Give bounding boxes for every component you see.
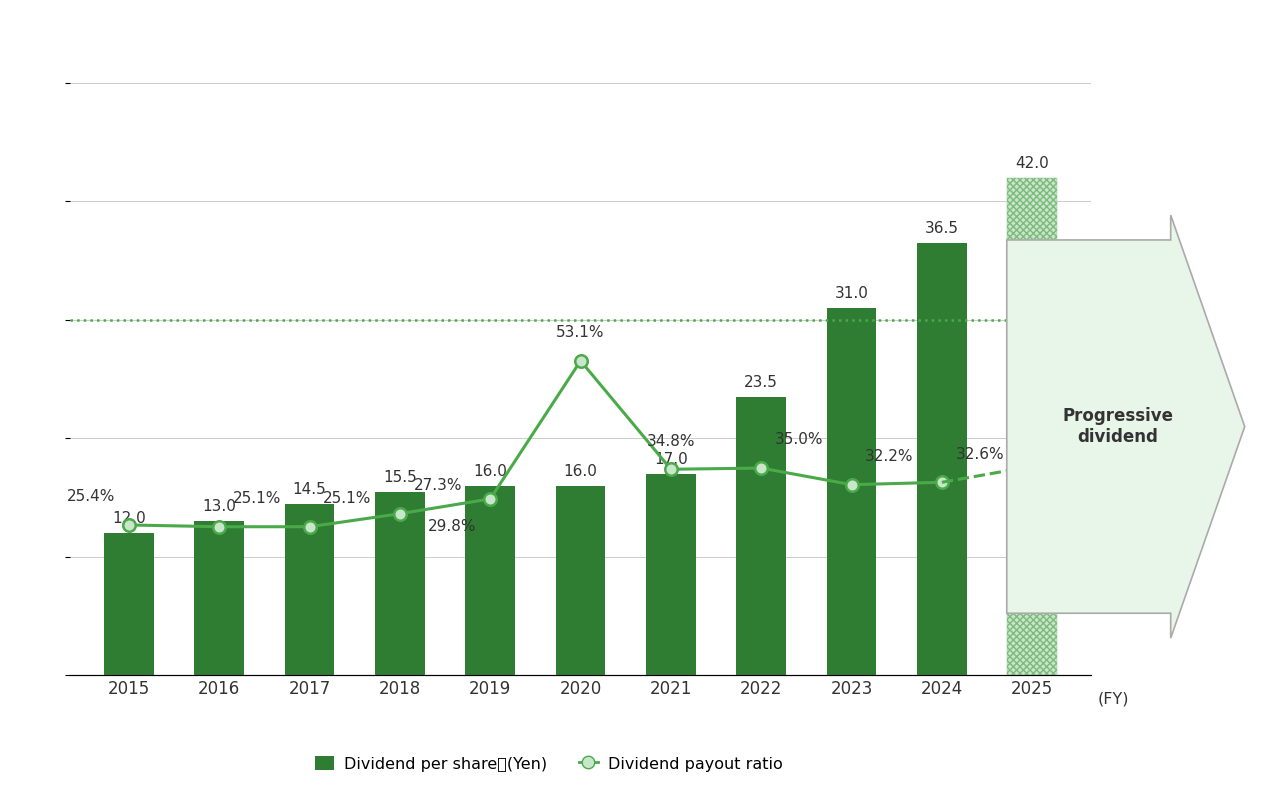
Text: 32.6%: 32.6% [956, 446, 1004, 461]
Text: 12.0: 12.0 [112, 511, 145, 526]
Text: 35.3%: 35.3% [1008, 431, 1057, 446]
Text: 14.5: 14.5 [292, 482, 327, 497]
Text: Progressive
dividend: Progressive dividend [1063, 407, 1174, 446]
Bar [917, 243, 967, 675]
Text: 42.0: 42.0 [1016, 156, 1049, 171]
FancyArrow shape [1007, 215, 1244, 638]
Bar [105, 533, 153, 675]
Text: 17.0: 17.0 [655, 452, 688, 467]
Bar [556, 486, 605, 675]
Text: 25.4%: 25.4% [66, 489, 115, 504]
Bar [194, 521, 244, 675]
Text: 23.5: 23.5 [744, 375, 778, 389]
Text: 25.1%: 25.1% [323, 491, 371, 506]
Text: 31.0: 31.0 [835, 286, 869, 301]
Bar [466, 486, 516, 675]
Text: 16.0: 16.0 [473, 464, 507, 479]
Text: 13.0: 13.0 [203, 499, 236, 514]
Text: 36.5: 36.5 [925, 221, 960, 235]
Text: 15.5: 15.5 [383, 470, 417, 484]
Text: 16.0: 16.0 [564, 464, 597, 479]
Text: (FY): (FY) [1097, 691, 1129, 706]
Bar [736, 397, 786, 675]
Text: 34.8%: 34.8% [647, 434, 695, 449]
Text: 32.2%: 32.2% [865, 449, 914, 464]
Text: 29.8%: 29.8% [429, 520, 477, 534]
Bar [285, 504, 334, 675]
Text: Trends in dividend per share and dividend payout ratio: Trends in dividend per share and dividen… [23, 30, 1016, 61]
Text: 35.0%: 35.0% [775, 432, 823, 447]
Bar [646, 474, 695, 675]
Text: 27.3%: 27.3% [413, 478, 462, 493]
Bar [1008, 178, 1057, 675]
Text: 25.1%: 25.1% [232, 491, 281, 506]
Bar [827, 308, 877, 675]
Bar [375, 491, 425, 675]
Text: 53.1%: 53.1% [556, 325, 605, 340]
Legend: Dividend per share　(Yen), Dividend payout ratio: Dividend per share (Yen), Dividend payou… [309, 750, 789, 778]
